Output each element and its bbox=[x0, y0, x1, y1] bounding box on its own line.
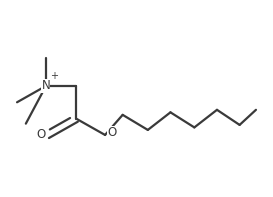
Text: +: + bbox=[50, 71, 58, 81]
Text: O: O bbox=[37, 128, 46, 141]
Text: O: O bbox=[108, 126, 117, 139]
Text: N: N bbox=[41, 79, 50, 92]
